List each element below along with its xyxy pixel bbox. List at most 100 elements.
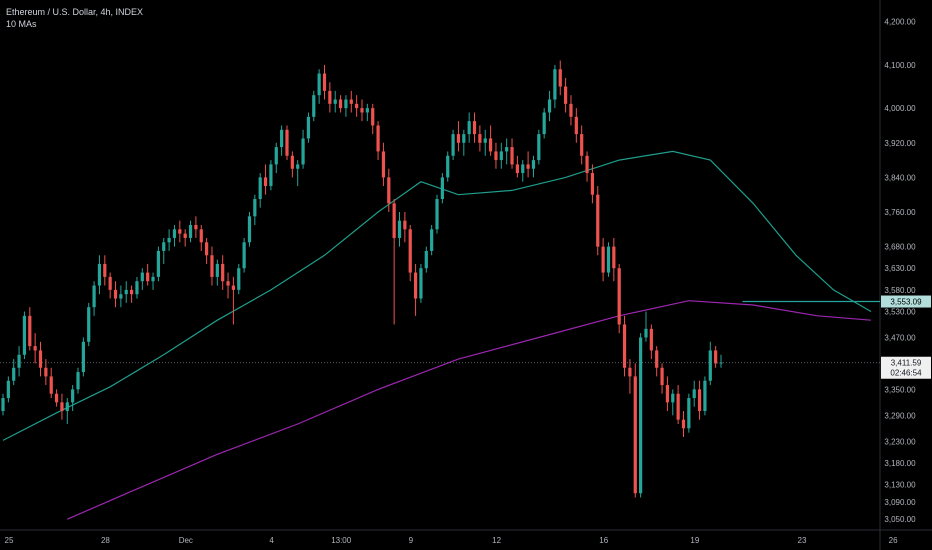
candle-body [12, 367, 16, 381]
candle-body [403, 220, 407, 230]
candle-body [483, 138, 487, 143]
candle-body [564, 86, 568, 104]
candle-body [692, 389, 696, 399]
indicator-label[interactable]: 10 MAs [6, 19, 37, 29]
candle-body [108, 276, 112, 290]
candle-body [38, 350, 43, 368]
y-tick-label: 3,470.00 [884, 333, 916, 342]
candle-body [156, 250, 160, 277]
candle-body [606, 246, 611, 273]
candle-body [360, 108, 364, 113]
candle-body [526, 164, 530, 169]
candle-body [194, 224, 198, 230]
candle-body [49, 376, 53, 394]
candle-body [199, 229, 203, 243]
x-tick-label: 13:00 [331, 536, 352, 545]
candle-body [280, 129, 284, 148]
candle-body [28, 315, 32, 347]
candle-body [22, 315, 27, 355]
candle-body [714, 350, 718, 364]
candle-body [424, 250, 428, 269]
candle-body [392, 203, 396, 238]
candle-body [333, 99, 337, 104]
candle-body [580, 134, 584, 156]
candle-body [338, 99, 343, 109]
candle-body [365, 108, 369, 113]
bar-countdown-label: 02:46:54 [890, 369, 922, 378]
x-tick-label: Dec [179, 536, 193, 545]
candle-body [671, 393, 675, 403]
candle-body [542, 112, 546, 135]
candle-body [231, 285, 236, 290]
candle-body [183, 233, 187, 238]
candle-body [162, 242, 166, 251]
x-tick-label: 4 [269, 536, 274, 545]
candle-body [499, 151, 503, 161]
candle-body [151, 276, 155, 282]
candle-body [537, 134, 541, 161]
candle-body [569, 103, 573, 117]
y-tick-label: 4,100.00 [884, 61, 916, 70]
candle-body [408, 229, 412, 273]
candle-body [312, 95, 316, 117]
candle-body [103, 263, 107, 277]
x-tick-label: 23 [798, 536, 807, 545]
candle-body [371, 108, 375, 126]
candle-body [242, 242, 246, 269]
candle-body [205, 242, 209, 256]
candle-body [274, 147, 278, 165]
candle-body [317, 73, 321, 96]
candle-body [676, 393, 680, 420]
candle-body [601, 246, 605, 273]
candle-body [92, 285, 96, 308]
candle-body [558, 69, 562, 87]
y-tick-label: 3,350.00 [884, 385, 916, 394]
candle-body [494, 151, 498, 161]
candle-body [553, 69, 557, 100]
symbol-title: Ethereum / U.S. Dollar, 4h, INDEX [6, 7, 144, 17]
candle-body [488, 138, 493, 152]
candle-body [687, 398, 691, 429]
candle-body [521, 164, 525, 174]
candle-body [660, 367, 664, 386]
candle-body [633, 376, 637, 494]
ma-slow-line [67, 300, 872, 520]
candle-body [697, 389, 702, 412]
candle-body [237, 268, 241, 290]
candle-body [178, 229, 182, 234]
candle-body [263, 177, 268, 187]
candle-body [188, 224, 193, 238]
candle-body [413, 272, 418, 299]
candle-body [253, 199, 257, 217]
y-tick-label: 3,680.00 [884, 243, 916, 252]
candle-body [649, 328, 653, 351]
candle-body [44, 367, 48, 377]
candle-body [665, 385, 670, 403]
candle-body [655, 350, 659, 368]
candle-body [119, 294, 123, 299]
ma-fast-line [2, 150, 872, 441]
candle-body [6, 380, 10, 399]
candle-body [306, 116, 311, 139]
candle-body [505, 147, 509, 152]
candle-body [547, 99, 552, 113]
candle-body [65, 402, 69, 412]
candle-body [60, 402, 64, 412]
candle-body [617, 268, 621, 325]
y-tick-label: 4,200.00 [884, 18, 916, 27]
candle-body [215, 263, 219, 277]
candle-body [440, 177, 444, 200]
candle-body [478, 134, 482, 143]
candle-body [515, 164, 519, 174]
candle-body [639, 337, 643, 494]
y-tick-label: 3,290.00 [884, 411, 916, 420]
candle-body [531, 160, 536, 169]
candle-body [451, 134, 455, 156]
candle-body [430, 229, 434, 251]
level-price-tag [881, 295, 931, 308]
candle-body [435, 199, 439, 230]
candle-body [590, 173, 595, 195]
candle-body [54, 393, 59, 403]
candle-body [81, 341, 85, 373]
